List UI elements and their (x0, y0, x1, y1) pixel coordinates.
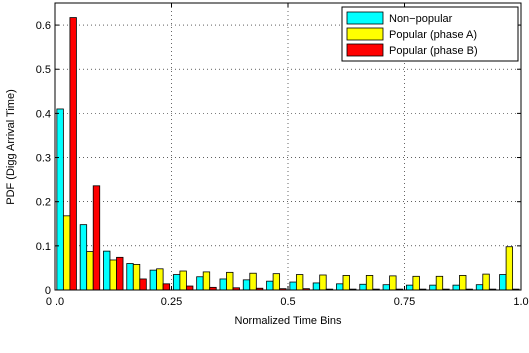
bar (79, 224, 88, 291)
y-tick-label: 0 (45, 285, 51, 297)
bar (186, 285, 194, 291)
bar (289, 281, 297, 291)
bar (196, 276, 204, 291)
bar (319, 274, 327, 291)
bar (69, 17, 77, 291)
x-tick-label: 0.75 (394, 296, 415, 308)
bar (475, 284, 484, 291)
bar (382, 284, 390, 291)
bar (56, 108, 64, 291)
y-tick-label: 0.2 (36, 197, 51, 209)
x-tick-label: 0 .0 (46, 296, 64, 308)
bar (505, 246, 514, 291)
legend-swatch (346, 11, 384, 25)
bar (336, 283, 344, 291)
bar (86, 251, 94, 291)
y-tick-label: 0.4 (36, 108, 51, 120)
y-tick-label: 0.3 (36, 153, 51, 165)
bar (389, 275, 397, 291)
x-axis-label: Normalized Time Bins (235, 315, 342, 327)
bar (92, 185, 101, 291)
bar (226, 271, 234, 291)
bar (435, 275, 444, 291)
legend: Non−popular Popular (phase A) Popular (pha… (341, 6, 519, 62)
y-tick-label: 0.1 (36, 241, 51, 253)
x-tick-label: 0.5 (280, 296, 295, 308)
bar (242, 279, 251, 291)
bar (116, 256, 124, 291)
bar (126, 263, 134, 291)
legend-swatch (346, 43, 384, 57)
bar (179, 270, 187, 291)
bar (429, 284, 437, 291)
legend-label: Non−popular (389, 13, 453, 25)
bar (62, 215, 71, 291)
bar (452, 284, 460, 291)
bar (249, 272, 257, 291)
bar (405, 284, 414, 291)
bar (365, 275, 374, 291)
bar (219, 278, 227, 291)
x-axis: 0 .0 0.25 0.5 0.75 1.0 (46, 3, 529, 308)
bar (172, 274, 181, 291)
x-tick-label: 0.25 (161, 296, 182, 308)
legend-swatch (346, 27, 384, 41)
bar (499, 274, 507, 291)
bar (202, 271, 211, 291)
bar (162, 283, 171, 291)
bar (139, 278, 147, 291)
bar (266, 280, 274, 291)
y-tick-label: 0.5 (36, 64, 51, 76)
legend-label: Popular (phase A) (389, 29, 477, 41)
bar (103, 250, 111, 291)
bar (272, 273, 281, 291)
bar (482, 273, 490, 291)
x-tick-label: 1.0 (513, 296, 528, 308)
bar (459, 275, 467, 291)
bar (295, 274, 304, 291)
legend-label: Popular (phase B) (389, 45, 478, 57)
bar (342, 275, 350, 291)
bar (412, 275, 420, 291)
bars (56, 17, 520, 291)
bar (312, 282, 321, 291)
bar (149, 269, 157, 291)
y-tick-label: 0.6 (36, 20, 51, 32)
bar (132, 263, 141, 291)
grid (55, 3, 521, 290)
y-axis-label: PDF (Digg Arrival Time) (5, 89, 17, 205)
bar (109, 259, 117, 291)
bar (359, 283, 367, 291)
bar (156, 268, 164, 291)
